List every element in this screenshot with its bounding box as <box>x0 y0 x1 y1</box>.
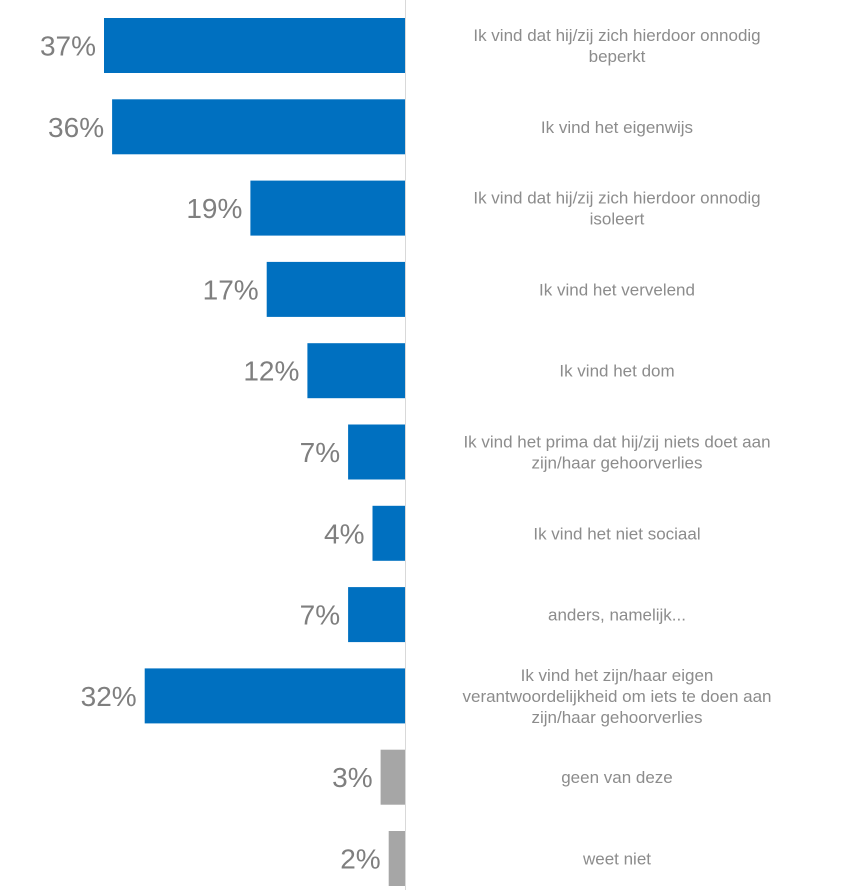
bar-value-label: 36% <box>48 112 104 143</box>
category-label: Ik vind dat hij/zij zich hierdoor onnodi… <box>473 189 760 229</box>
bar-value-label: 32% <box>81 681 137 712</box>
bar <box>307 343 405 399</box>
bar-value-label: 4% <box>324 518 364 549</box>
bar-value-label: 37% <box>40 31 96 62</box>
category-label: Ik vind het prima dat hij/zij niets doet… <box>463 433 770 473</box>
category-label: geen van deze <box>561 768 673 787</box>
category-label: Ik vind het dom <box>559 362 674 381</box>
bar <box>266 261 405 317</box>
bar <box>348 587 405 643</box>
bar <box>388 831 405 886</box>
bar-value-label: 7% <box>300 600 340 631</box>
category-label: Ik vind het zijn/haar eigen verantwoordel… <box>462 666 771 727</box>
bar-value-label: 17% <box>203 274 259 305</box>
category-label: Ik vind het niet sociaal <box>533 524 700 543</box>
bar <box>112 99 405 155</box>
category-label: Ik vind dat hij/zij zich hierdoor onnodi… <box>473 26 760 66</box>
category-label: anders, namelijk... <box>548 606 686 625</box>
category-label: Ik vind het vervelend <box>539 280 695 299</box>
bar-value-label: 19% <box>186 193 242 224</box>
bar-value-label: 7% <box>300 437 340 468</box>
bar <box>250 180 405 236</box>
category-label: Ik vind het eigenwijs <box>541 118 693 137</box>
bar-value-label: 2% <box>340 844 380 875</box>
bar <box>348 424 405 480</box>
bar <box>144 668 405 724</box>
bar <box>104 18 405 73</box>
bar <box>372 505 405 561</box>
bar <box>380 749 405 805</box>
category-label: weet niet <box>582 850 651 869</box>
bar-value-label: 12% <box>243 356 299 387</box>
bar-value-label: 3% <box>332 762 372 793</box>
